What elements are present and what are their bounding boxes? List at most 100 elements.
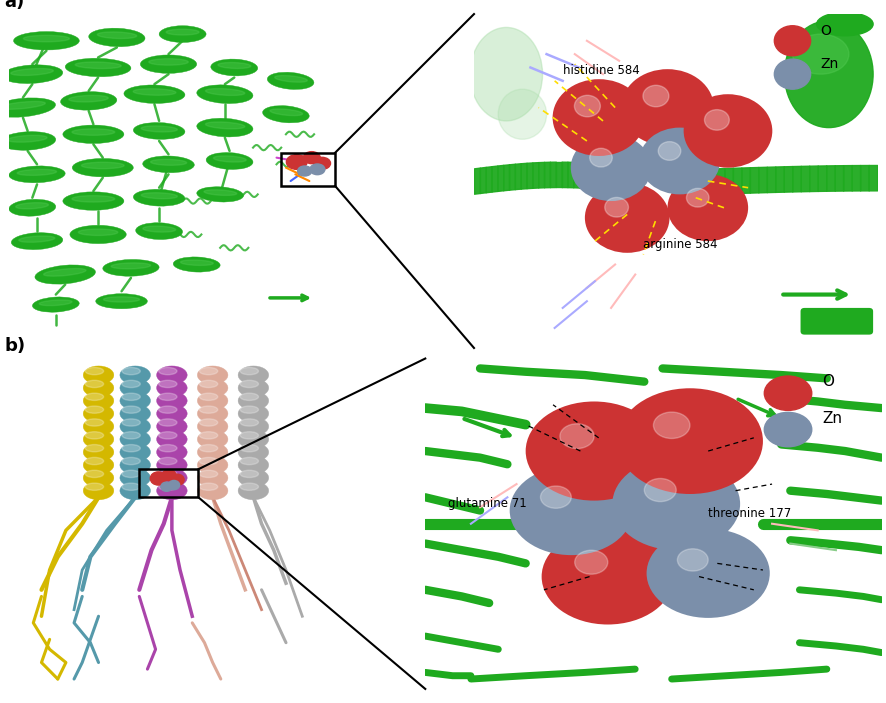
Circle shape: [541, 529, 674, 624]
Ellipse shape: [16, 202, 49, 209]
Circle shape: [774, 59, 811, 89]
Ellipse shape: [83, 379, 113, 397]
Circle shape: [585, 183, 670, 253]
Ellipse shape: [157, 379, 187, 397]
Circle shape: [303, 152, 320, 164]
Text: histidine 584: histidine 584: [563, 64, 640, 77]
Ellipse shape: [120, 392, 151, 410]
Ellipse shape: [199, 368, 218, 375]
Ellipse shape: [122, 432, 140, 439]
Ellipse shape: [120, 430, 151, 449]
Ellipse shape: [120, 404, 151, 423]
Circle shape: [774, 26, 811, 56]
Ellipse shape: [122, 393, 140, 401]
Ellipse shape: [159, 483, 177, 491]
Circle shape: [575, 550, 608, 574]
Ellipse shape: [240, 419, 259, 426]
Ellipse shape: [199, 406, 218, 413]
Ellipse shape: [85, 483, 104, 491]
Circle shape: [151, 472, 167, 485]
Ellipse shape: [240, 393, 259, 401]
Ellipse shape: [197, 118, 253, 137]
Text: O: O: [822, 374, 835, 389]
Ellipse shape: [103, 259, 159, 276]
Ellipse shape: [66, 58, 131, 77]
Circle shape: [644, 479, 676, 502]
Ellipse shape: [470, 27, 542, 121]
Ellipse shape: [39, 300, 72, 306]
Ellipse shape: [122, 380, 140, 387]
Ellipse shape: [141, 126, 177, 132]
Circle shape: [765, 413, 812, 446]
Ellipse shape: [73, 158, 133, 177]
Ellipse shape: [199, 483, 218, 491]
Ellipse shape: [240, 483, 259, 491]
Circle shape: [667, 174, 748, 241]
Ellipse shape: [157, 418, 187, 436]
Ellipse shape: [199, 419, 218, 426]
Ellipse shape: [238, 430, 268, 449]
Circle shape: [161, 482, 172, 491]
Ellipse shape: [0, 131, 56, 150]
Ellipse shape: [181, 260, 214, 266]
Ellipse shape: [96, 294, 147, 309]
Circle shape: [298, 166, 312, 176]
Ellipse shape: [238, 392, 268, 410]
Ellipse shape: [157, 456, 187, 474]
Ellipse shape: [60, 91, 117, 110]
Ellipse shape: [85, 432, 104, 439]
Ellipse shape: [122, 419, 140, 426]
Ellipse shape: [83, 404, 113, 423]
Ellipse shape: [83, 469, 113, 487]
Ellipse shape: [17, 169, 57, 175]
Circle shape: [684, 94, 773, 168]
Ellipse shape: [238, 482, 268, 500]
Ellipse shape: [204, 190, 237, 195]
Ellipse shape: [206, 122, 245, 129]
Ellipse shape: [199, 470, 218, 477]
Ellipse shape: [78, 229, 118, 236]
Circle shape: [640, 128, 720, 195]
Ellipse shape: [70, 225, 126, 244]
Ellipse shape: [136, 223, 183, 240]
Circle shape: [525, 401, 663, 501]
Ellipse shape: [157, 469, 187, 487]
Ellipse shape: [240, 470, 259, 477]
Ellipse shape: [122, 470, 140, 477]
Ellipse shape: [120, 443, 151, 461]
Ellipse shape: [83, 430, 113, 449]
Ellipse shape: [133, 89, 176, 95]
Ellipse shape: [89, 28, 145, 46]
Ellipse shape: [8, 136, 47, 142]
Ellipse shape: [240, 380, 259, 387]
Text: b): b): [4, 337, 26, 355]
Ellipse shape: [157, 404, 187, 423]
Ellipse shape: [85, 419, 104, 426]
Ellipse shape: [143, 156, 194, 173]
Ellipse shape: [206, 153, 253, 169]
Ellipse shape: [75, 62, 121, 69]
Ellipse shape: [240, 432, 259, 439]
Ellipse shape: [275, 75, 307, 82]
Circle shape: [162, 470, 176, 481]
Ellipse shape: [120, 379, 151, 397]
Ellipse shape: [157, 392, 187, 410]
Ellipse shape: [198, 430, 228, 449]
Circle shape: [658, 141, 680, 160]
Circle shape: [612, 458, 740, 550]
Ellipse shape: [133, 189, 185, 206]
Ellipse shape: [83, 392, 113, 410]
Ellipse shape: [199, 444, 218, 452]
Ellipse shape: [199, 458, 218, 465]
Ellipse shape: [0, 101, 45, 109]
Ellipse shape: [792, 34, 849, 75]
Ellipse shape: [198, 379, 228, 397]
Ellipse shape: [85, 393, 104, 401]
Ellipse shape: [149, 59, 188, 65]
Circle shape: [286, 155, 307, 169]
Ellipse shape: [270, 109, 303, 115]
Ellipse shape: [198, 443, 228, 461]
Circle shape: [617, 388, 763, 494]
Ellipse shape: [2, 65, 63, 84]
Ellipse shape: [83, 456, 113, 474]
